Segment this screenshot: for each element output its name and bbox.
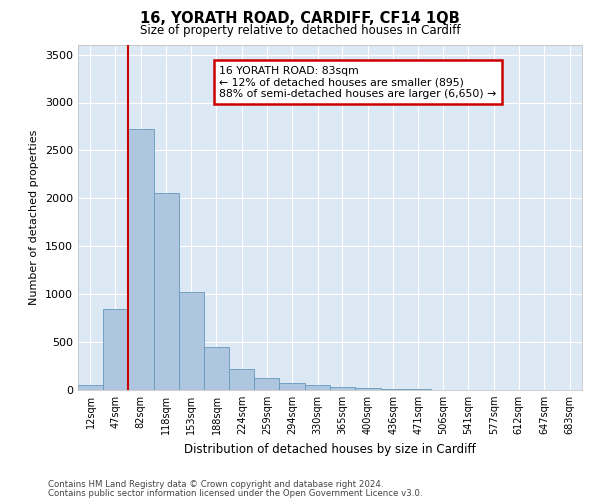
- Bar: [103, 308, 128, 390]
- Text: Contains public sector information licensed under the Open Government Licence v3: Contains public sector information licen…: [48, 489, 422, 498]
- Bar: [305, 384, 330, 390]
- Text: 16, YORATH ROAD, CARDIFF, CF14 1QB: 16, YORATH ROAD, CARDIFF, CF14 1QB: [140, 11, 460, 26]
- Text: 16 YORATH ROAD: 83sqm
← 12% of detached houses are smaller (895)
88% of semi-det: 16 YORATH ROAD: 83sqm ← 12% of detached …: [219, 66, 496, 99]
- Bar: [330, 386, 355, 390]
- Y-axis label: Number of detached properties: Number of detached properties: [29, 130, 40, 305]
- Bar: [254, 378, 280, 390]
- Bar: [203, 347, 229, 390]
- Bar: [380, 389, 406, 390]
- Bar: [179, 292, 203, 390]
- X-axis label: Distribution of detached houses by size in Cardiff: Distribution of detached houses by size …: [184, 442, 476, 456]
- Bar: [406, 389, 431, 390]
- Bar: [128, 130, 154, 390]
- Bar: [154, 192, 179, 390]
- Text: Contains HM Land Registry data © Crown copyright and database right 2024.: Contains HM Land Registry data © Crown c…: [48, 480, 383, 489]
- Bar: [355, 388, 380, 390]
- Bar: [78, 385, 103, 390]
- Bar: [229, 370, 254, 390]
- Bar: [280, 384, 305, 390]
- Text: Size of property relative to detached houses in Cardiff: Size of property relative to detached ho…: [140, 24, 460, 37]
